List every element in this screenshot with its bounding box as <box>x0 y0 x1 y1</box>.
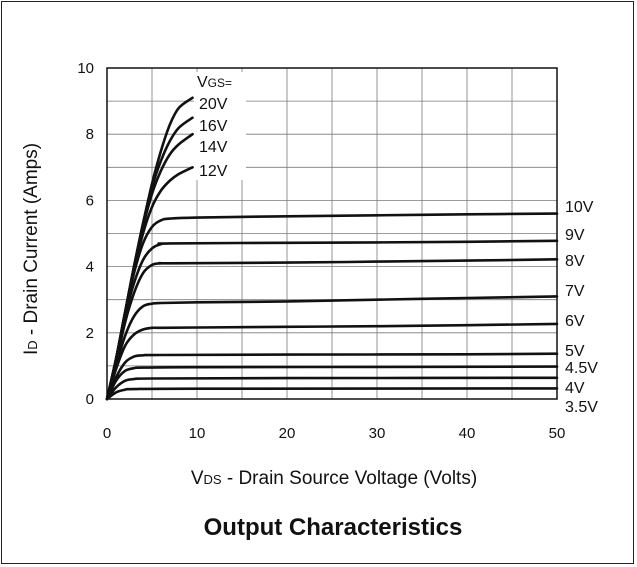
series-labels: 20V 16V 14V 12V 10V 9V 8V 7V 6V 5V4.5V 4V 3.5V <box>199 96 598 416</box>
series-label: 16V <box>199 118 228 135</box>
y-tick-label: 8 <box>86 126 94 143</box>
curve-vgs-8v <box>105 258 559 401</box>
x-axis-title: VDS - Drain Source Voltage (Volts) <box>191 468 477 489</box>
x-axis-rest: - Drain Source Voltage (Volts) <box>222 468 478 489</box>
x-tick-label: 30 <box>369 425 386 442</box>
x-axis-prefix: V <box>191 468 204 489</box>
curves <box>105 96 559 401</box>
x-tick-label: 40 <box>459 425 476 442</box>
series-label: 4.5V <box>565 360 598 377</box>
curve-vgs-7v <box>105 295 559 401</box>
y-tick-label: 2 <box>86 325 94 342</box>
y-tick-label: 6 <box>86 192 94 209</box>
plot-border <box>106 67 558 400</box>
x-tick-label: 50 <box>549 425 566 442</box>
series-label: 7V <box>565 283 585 300</box>
series-label: 3.5V <box>565 399 598 416</box>
curve-vgs-9v <box>105 239 559 401</box>
curve-vgs-4-5v <box>105 365 559 401</box>
series-label: 5V <box>565 343 585 360</box>
y-axis-title: ID - Drain Current (Amps) <box>21 143 42 355</box>
curve-vgs-3-5v <box>105 387 559 401</box>
series-label: 6V <box>565 313 585 330</box>
x-tick-label: 20 <box>279 425 296 442</box>
curve-vgs-4v <box>105 376 559 401</box>
y-tick-label: 0 <box>86 391 94 408</box>
legend-background <box>194 72 246 180</box>
series-label: 10V <box>565 199 594 216</box>
legend-prefix: V <box>197 74 208 91</box>
series-label: 20V <box>199 96 228 113</box>
legend-sub: GS= <box>208 76 232 90</box>
curve-vgs-6v <box>105 322 559 401</box>
series-label: 8V <box>565 253 585 270</box>
y-axis-rest: - Drain Current (Amps) <box>21 143 42 340</box>
curve-vgs-5v <box>105 352 559 401</box>
series-label: 12V <box>199 163 228 180</box>
series-label: 4V <box>565 380 585 397</box>
y-tick-label: 4 <box>86 259 94 276</box>
chart-title: Output Characteristics <box>204 514 463 541</box>
x-tick-label: 10 <box>189 425 206 442</box>
grid <box>106 67 558 400</box>
x-tick-label: 0 <box>103 425 111 442</box>
series-label: 14V <box>199 139 228 156</box>
x-axis-sub: DS <box>204 472 222 487</box>
series-label: 9V <box>565 227 585 244</box>
legend-title: VGS= <box>197 74 232 91</box>
y-tick-label: 10 <box>77 60 94 77</box>
tick-labels: 0 10 20 30 40 50 0 2 4 6 8 10 <box>77 60 565 442</box>
y-axis-sub: D <box>25 340 40 349</box>
y-axis-prefix: I <box>21 350 42 355</box>
